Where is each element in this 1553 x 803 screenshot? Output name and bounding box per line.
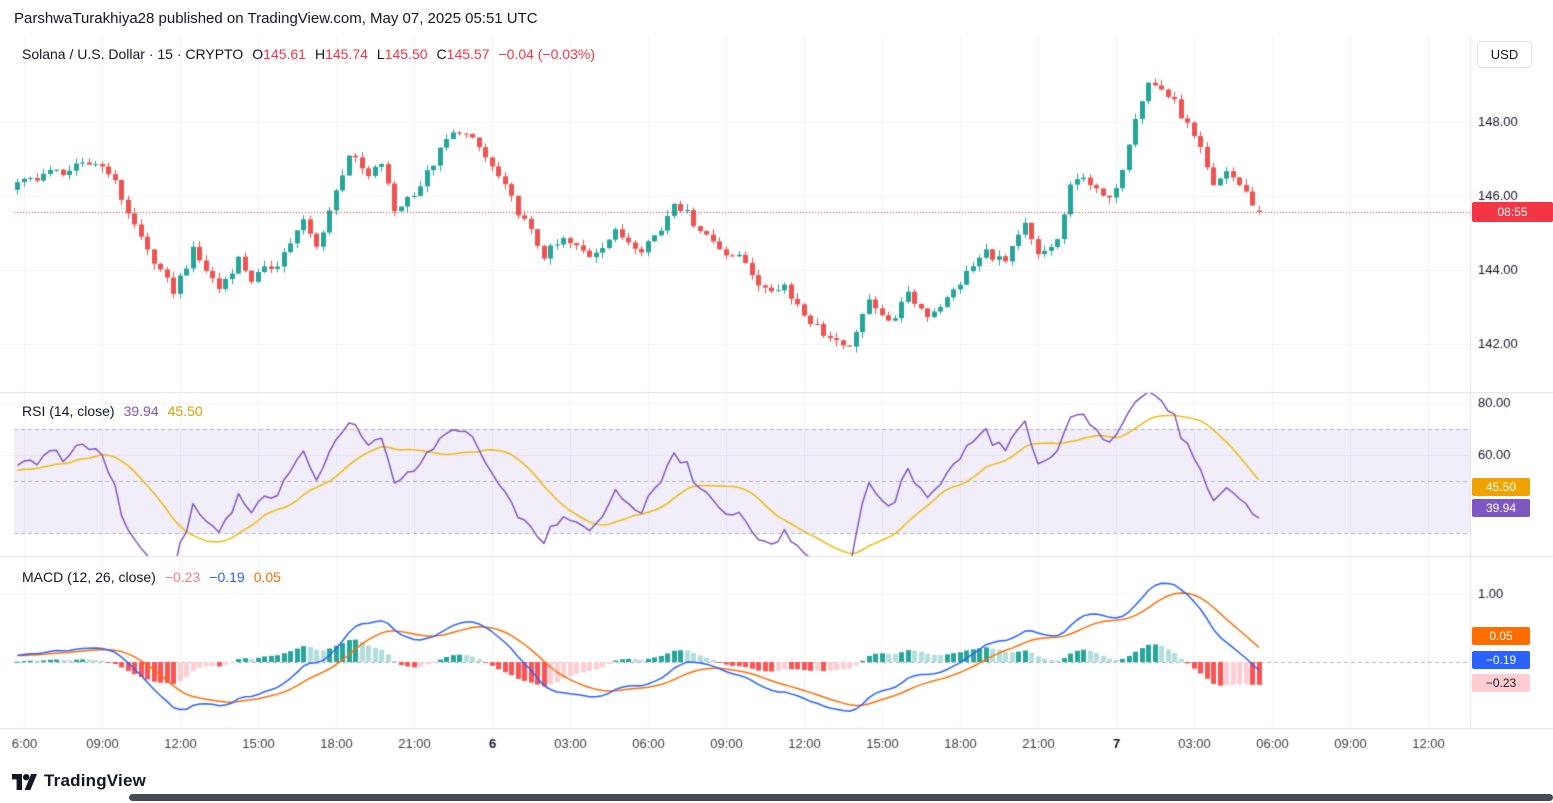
ohlc-high: H 145.74 [315,46,368,62]
open-value: 145.61 [263,46,306,62]
macd-legend: MACD (12, 26, close) −0.23 −0.19 0.05 [22,569,281,585]
currency-toggle-button[interactable]: USD [1477,41,1532,68]
bar-countdown-badge: 08:55 [1472,202,1553,222]
macd-title[interactable]: MACD (12, 26, close) [22,569,156,585]
macd-line-badge: −0.19 [1472,651,1530,669]
high-label: H [314,46,326,62]
rsi-ma-price-badge: 45.50 [1472,478,1530,496]
rsi-value: 39.94 [123,403,159,419]
ohlc-low: L 145.50 [377,46,428,62]
rsi-price-badge: 39.94 [1472,499,1530,517]
macd-line-value: −0.19 [209,569,245,585]
macd-hist-value: −0.23 [164,569,201,585]
chart-frame: Solana / U.S. Dollar · 15 · CRYPTO O 145.… [0,36,1553,760]
open-label: O [252,46,264,62]
rsi-ma-value: 45.50 [167,403,203,419]
high-value: 145.74 [325,46,368,62]
chart-canvas[interactable] [0,36,1553,760]
close-label: C [436,46,447,62]
symbol-legend: Solana / U.S. Dollar · 15 · CRYPTO O 145.… [22,46,595,62]
macd-signal-badge: 0.05 [1472,627,1530,645]
symbol-title[interactable]: Solana / U.S. Dollar · 15 · CRYPTO [22,46,244,62]
tradingview-brand-text[interactable]: TradingView [44,771,147,790]
macd-hist-badge: −0.23 [1472,674,1530,692]
publish-info: ParshwaTurakhiya28 published on TradingV… [14,10,538,27]
ohlc-close: C 145.57 [437,46,490,62]
footer: TradingView [12,766,146,796]
rsi-title[interactable]: RSI (14, close) [22,403,115,419]
ohlc-open: O 145.61 [252,46,306,62]
low-label: L [376,46,385,62]
macd-signal-value: 0.05 [253,569,281,585]
rsi-legend: RSI (14, close) 39.94 45.50 [22,403,203,419]
low-value: 145.50 [384,46,428,62]
horizontal-scrollbar[interactable] [129,794,1553,801]
tradingview-logo-icon[interactable] [12,770,37,793]
change-value: −0.04 (−0.03%) [498,46,595,62]
close-value: 145.57 [446,46,490,62]
